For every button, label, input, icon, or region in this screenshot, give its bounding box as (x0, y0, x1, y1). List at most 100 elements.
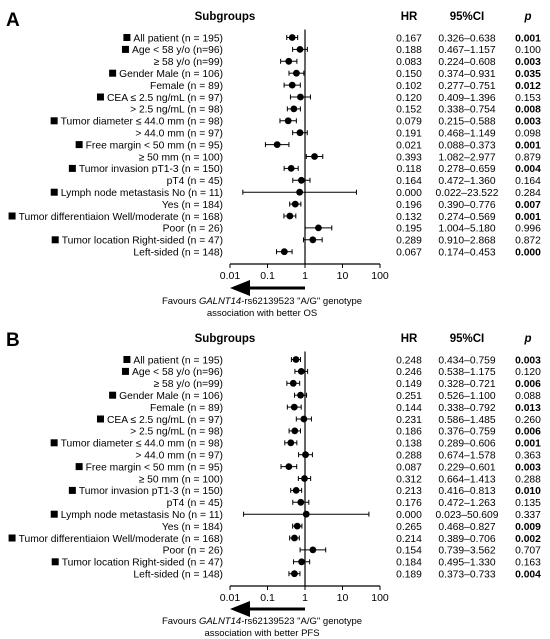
hr-value: 0.118 (396, 164, 421, 175)
x-tick-label: 10 (337, 592, 349, 604)
subgroup-bullet (50, 510, 58, 518)
subgroup-label: ≥ 50 mm (n = 100) (139, 474, 223, 485)
subgroup-bullet (68, 486, 76, 494)
p-value: 0.004 (515, 164, 541, 175)
subgroup-bullet (68, 164, 76, 172)
header-subgroups: Subgroups (195, 333, 256, 345)
hr-value: 0.138 (396, 439, 422, 450)
point-estimate (309, 236, 317, 244)
x-tick-label: 1 (302, 592, 308, 604)
hr-value: 0.149 (396, 379, 422, 390)
ci-value: 0.229–0.601 (438, 462, 496, 473)
x-tick-label: 100 (371, 592, 389, 604)
subgroup-label: Poor (n = 26) (163, 224, 223, 235)
p-value: 0.996 (515, 224, 541, 235)
ci-value: 0.664–1.413 (438, 474, 496, 485)
hr-value: 0.288 (396, 451, 422, 462)
subgroup-label: Poor (n = 26) (163, 546, 223, 557)
subgroup-bullet (75, 141, 83, 149)
p-value: 0.163 (515, 558, 541, 569)
hr-value: 0.196 (396, 200, 422, 211)
hr-value: 0.152 (396, 105, 422, 116)
point-estimate (273, 141, 281, 149)
hr-value: 0.189 (396, 570, 422, 581)
ci-value: 0.468–0.827 (438, 522, 496, 533)
ci-value: 0.215–0.588 (438, 117, 496, 128)
p-value: 0.009 (515, 522, 541, 533)
rows: All patient (n = 195) 0.248 0.434–0.759 0.0… (8, 355, 541, 581)
ci-value: 0.376–0.759 (438, 427, 496, 438)
hr-value: 0.083 (396, 57, 422, 68)
ci-value: 0.416–0.813 (438, 486, 496, 497)
subgroup-bullet (51, 558, 59, 566)
forest-panel-a: A Subgroups HR 95%CI p All patient (n = … (6, 10, 541, 319)
point-estimate (297, 93, 304, 101)
ci-value: 0.289–0.606 (438, 439, 496, 450)
ci-value: 0.468–1.149 (438, 129, 496, 140)
p-value: 0.008 (515, 105, 541, 116)
hr-value: 0.067 (396, 248, 422, 259)
panel-letter: B (6, 330, 20, 351)
subgroup-label: Tumor invasion pT1-3 (n = 150) (79, 164, 223, 175)
ci-value: 0.277–0.751 (438, 81, 496, 92)
ci-value: 0.389–0.706 (438, 534, 496, 545)
x-axis: 0.01 0.1 1 10 100 (220, 351, 389, 604)
point-estimate (293, 522, 301, 530)
hr-value: 0.079 (396, 117, 422, 128)
forest-panel-b: B Subgroups HR 95%CI p All patient (n = … (6, 330, 541, 639)
ci-value: 0.409–1.396 (438, 93, 496, 104)
subgroup-label: Age < 58 y/o (n=96) (132, 367, 223, 378)
ci-value: 0.088–0.373 (438, 140, 496, 151)
subgroup-label: Female (n = 89) (150, 403, 223, 414)
point-estimate (297, 391, 304, 399)
subgroup-label: Tumor location Right-sided (n = 47) (62, 558, 223, 569)
x-tick-label: 0.01 (220, 592, 241, 604)
subgroup-bullet (8, 534, 16, 542)
ci-value: 0.174–0.453 (438, 248, 496, 259)
subgroup-label: Tumor location Right-sided (n = 47) (62, 236, 223, 247)
ci-value: 0.495–1.330 (438, 558, 496, 569)
hr-value: 0.132 (396, 212, 422, 223)
hr-value: 0.154 (396, 546, 422, 557)
ci-value: 0.338–0.792 (438, 403, 496, 414)
x-tick-label: 1 (302, 270, 308, 282)
ci-value: 0.274–0.569 (438, 212, 496, 223)
subgroup-label: All patient (n = 195) (133, 355, 223, 366)
ci-value: 0.374–0.931 (438, 69, 496, 80)
p-value: 0.363 (515, 451, 541, 462)
header-hr: HR (401, 11, 418, 23)
point-estimate (293, 69, 300, 77)
subgroup-label: pT4 (n = 45) (167, 176, 223, 187)
point-estimate (297, 176, 305, 184)
point-estimate (296, 129, 304, 137)
p-value: 0.003 (515, 462, 541, 473)
p-value: 0.003 (515, 57, 541, 68)
hr-value: 0.188 (396, 45, 422, 56)
hr-value: 0.000 (396, 188, 422, 199)
point-estimate (284, 117, 292, 125)
hr-value: 0.195 (396, 224, 422, 235)
hr-value: 0.251 (396, 391, 422, 402)
p-value: 0.006 (515, 427, 541, 438)
ci-value: 0.338–0.754 (438, 105, 496, 116)
x-tick-label: 0.01 (220, 270, 241, 282)
hr-value: 0.265 (396, 522, 422, 533)
hr-value: 0.144 (396, 403, 422, 414)
ci-value: 0.224–0.608 (438, 57, 496, 68)
point-estimate (292, 356, 300, 363)
favours-arrow (230, 601, 305, 617)
favours-caption-line1: Favours GALNT14-rs62139523 "A/G" genotyp… (162, 616, 362, 627)
point-estimate (298, 558, 305, 566)
p-value: 0.879 (515, 152, 541, 163)
point-estimate (289, 379, 297, 387)
subgroup-bullet (123, 34, 131, 41)
subgroup-label: Left-sided (n = 148) (133, 248, 223, 259)
header-p: p (523, 11, 531, 23)
subgroup-label: Free margin < 50 mm (n = 95) (86, 140, 223, 151)
hr-value: 0.246 (396, 367, 422, 378)
ci-value: 0.390–0.776 (438, 200, 496, 211)
panel-letter: A (6, 10, 20, 31)
subgroup-bullet (109, 69, 117, 77)
subgroup-bullet (96, 93, 104, 101)
point-estimate (286, 212, 294, 220)
